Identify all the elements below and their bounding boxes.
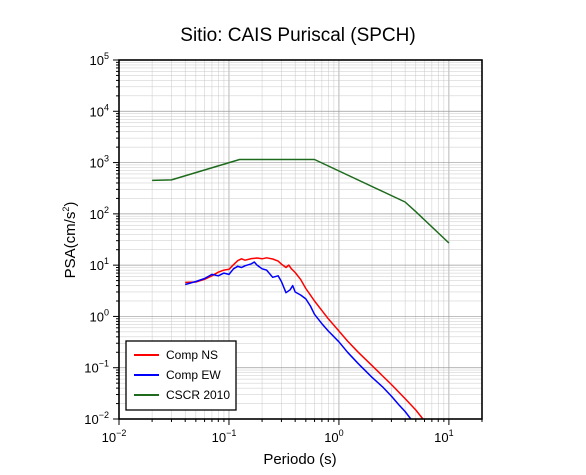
x-tick-label: 100 [324,428,343,445]
y-tick-label: 105 [90,51,109,68]
y-tick-label: 10−1 [84,359,109,376]
y-axis-ticks: 10−2 10−1 100 101 102 103 104 105 [84,51,109,427]
y-axis-label: PSA(cm/s2) [61,202,79,279]
x-axis-ticks: 10−2 10−1 100 101 [102,428,454,445]
series-line-3 [152,158,450,244]
x-axis-label: Periodo (s) [263,451,336,468]
x-tick-label: 10−1 [212,428,237,445]
legend-label-1: Comp NS [166,348,218,362]
legend: Comp NS Comp EW CSCR 2010 [125,340,237,411]
series-layer [152,158,450,419]
series-line-2 [184,261,412,419]
y-axis-label-base: PSA(cm/s [62,212,79,279]
x-tick-label: 10−2 [102,428,127,445]
y-tick-label: 102 [90,205,109,222]
plot-frame [118,59,483,420]
y-axis-label-sup: 2 [61,207,71,212]
y-axis-label-end: ) [62,202,79,207]
x-tick-label: 101 [434,428,453,445]
series-line-1 [185,257,424,419]
y-tick-label: 103 [90,154,109,171]
y-tick-label: 100 [90,307,109,324]
y-tick-label: 101 [90,256,109,273]
legend-label-3: CSCR 2010 [166,388,230,402]
chart-title: Sitio: CAIS Puriscal (SPCH) [180,25,415,46]
y-tick-label: 10−2 [84,410,109,427]
legend-label-2: Comp EW [166,368,221,382]
y-tick-label: 104 [90,102,109,119]
